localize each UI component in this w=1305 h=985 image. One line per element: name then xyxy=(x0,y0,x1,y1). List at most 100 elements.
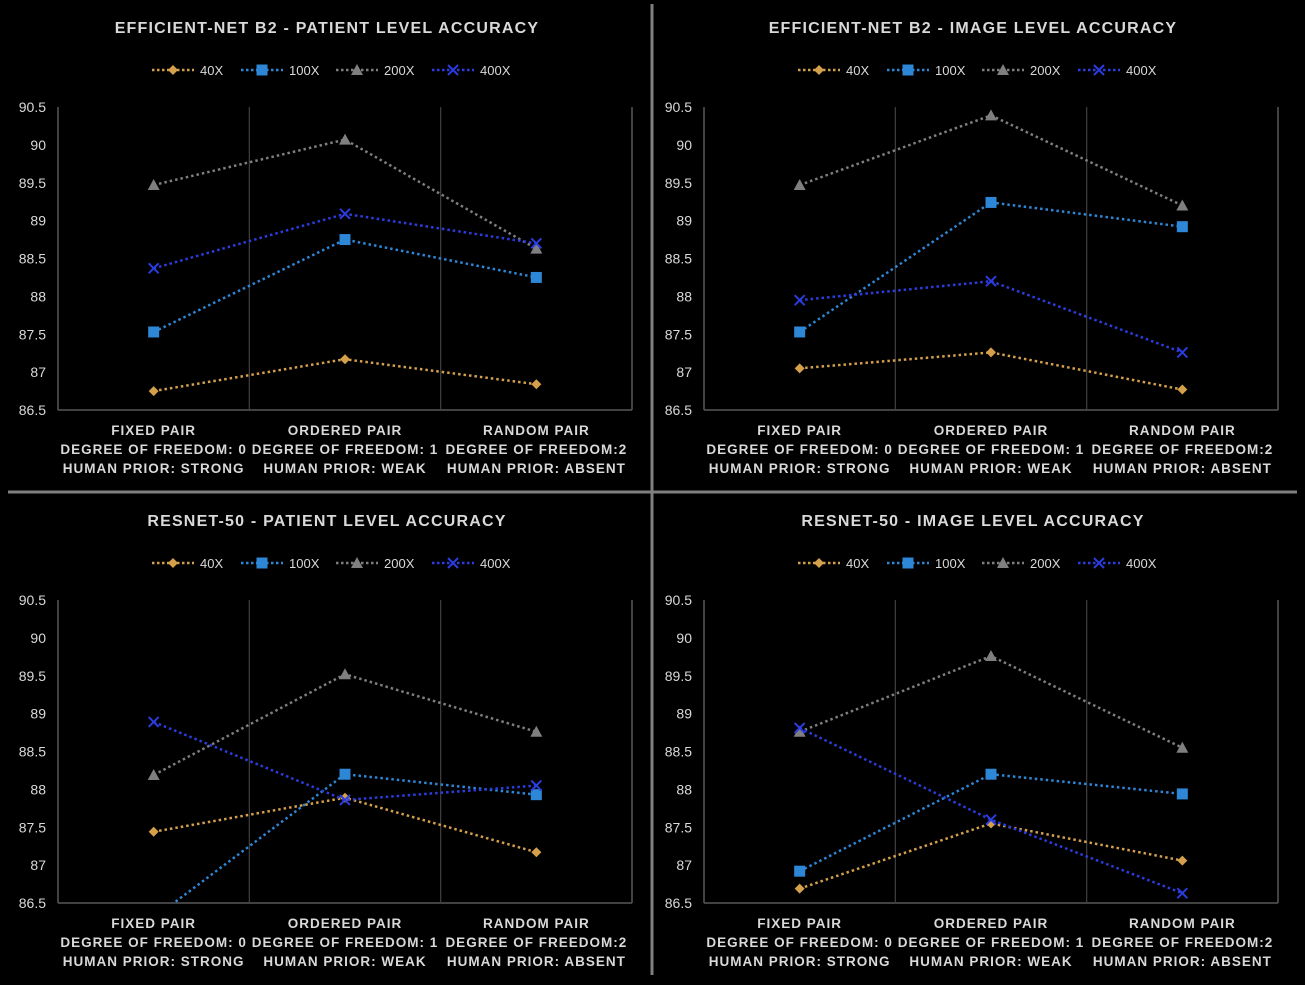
data-point xyxy=(793,722,806,734)
data-point xyxy=(985,768,997,780)
y-tick-label: 87 xyxy=(30,364,46,380)
series-400x xyxy=(147,716,543,806)
data-point xyxy=(147,262,160,275)
legend-entry: 40X xyxy=(152,63,223,78)
y-tick-label: 87 xyxy=(676,364,692,380)
y-tick-label: 88 xyxy=(30,288,46,304)
y-tick-label: 87.5 xyxy=(665,819,692,835)
data-point xyxy=(147,716,160,728)
data-point xyxy=(339,768,351,780)
chart-panel: RESNET-50 - IMAGE LEVEL ACCURACY 40X 100X 2… xyxy=(665,513,1279,969)
y-tick-label: 90.5 xyxy=(19,592,46,608)
data-point xyxy=(1176,788,1188,800)
series-200x xyxy=(147,668,543,780)
series-line xyxy=(799,279,1183,354)
y-tick-label: 90.5 xyxy=(665,592,692,608)
x-tick-label: RANDOM PAIR xyxy=(1129,916,1236,931)
legend-marker xyxy=(902,557,914,569)
x-tick-label: RANDOM PAIR xyxy=(1129,423,1236,438)
x-tick-label: ORDERED PAIR xyxy=(288,423,403,438)
x-tick-label: DEGREE OF FREEDOM: 0 xyxy=(60,442,247,457)
y-tick-label: 87.5 xyxy=(19,819,46,835)
legend-marker xyxy=(447,64,459,76)
data-point xyxy=(340,354,350,365)
y-tick-label: 88.5 xyxy=(665,251,692,267)
x-tick-label: ORDERED PAIR xyxy=(288,916,403,931)
legend-entry: 200X xyxy=(336,556,415,571)
data-point xyxy=(985,650,997,662)
y-tick-label: 89 xyxy=(676,213,692,229)
data-point xyxy=(531,847,542,858)
data-point xyxy=(339,794,351,806)
x-tick-label: HUMAN PRIOR: ABSENT xyxy=(447,461,626,476)
legend-label: 400X xyxy=(480,556,511,571)
data-point xyxy=(1176,221,1188,233)
plot-area xyxy=(147,133,543,397)
x-tick-label: DEGREE OF FREEDOM: 0 xyxy=(60,935,247,950)
chart-panel: EFFICIENT-NET B2 - PATIENT LEVEL ACCURAC… xyxy=(19,20,633,476)
y-tick-label: 88 xyxy=(676,288,692,304)
data-point xyxy=(339,208,351,220)
legend-marker xyxy=(902,64,914,76)
series-200x xyxy=(147,133,543,254)
legend-entry: 100X xyxy=(241,556,320,571)
legend-entry: 400X xyxy=(1078,63,1157,78)
legend-entry: 400X xyxy=(432,556,511,571)
x-tick-label: HUMAN PRIOR: STRONG xyxy=(709,954,891,969)
y-tick-label: 87.5 xyxy=(19,326,46,342)
x-tick-label: DEGREE OF FREEDOM:2 xyxy=(445,442,627,457)
legend-entry: 100X xyxy=(241,63,320,78)
series-line xyxy=(153,238,537,334)
plot-area xyxy=(793,109,1189,395)
data-point xyxy=(985,813,997,826)
chart-panel: RESNET-50 - PATIENT LEVEL ACCURACY 40X 100… xyxy=(19,513,633,969)
legend-label: 100X xyxy=(935,556,966,571)
legend-marker xyxy=(447,557,459,569)
y-tick-label: 89.5 xyxy=(665,175,692,191)
y-tick-label: 86.5 xyxy=(665,402,692,418)
data-point xyxy=(339,234,351,246)
chart-title: EFFICIENT-NET B2 - IMAGE LEVEL ACCURACY xyxy=(769,20,1178,37)
data-point xyxy=(530,789,542,801)
data-point xyxy=(985,109,997,121)
series-40x xyxy=(148,354,542,397)
series-100x xyxy=(171,768,542,903)
y-tick-label: 86.5 xyxy=(19,402,46,418)
legend-label: 200X xyxy=(1030,63,1061,78)
data-point xyxy=(339,133,351,145)
x-tick-label: RANDOM PAIR xyxy=(483,916,590,931)
legend-marker xyxy=(1093,557,1105,569)
series-line xyxy=(153,138,537,250)
legend-marker xyxy=(814,558,824,568)
data-point xyxy=(530,242,543,254)
series-400x xyxy=(147,208,543,275)
y-tick-label: 90.5 xyxy=(19,99,46,115)
series-line xyxy=(799,726,1183,895)
y-tick-label: 88 xyxy=(676,781,692,797)
legend-marker xyxy=(256,557,268,569)
data-point xyxy=(985,196,997,208)
y-tick-label: 89 xyxy=(30,706,46,722)
x-tick-label: HUMAN PRIOR: WEAK xyxy=(909,954,1072,969)
x-tick-label: DEGREE OF FREEDOM: 0 xyxy=(706,935,893,950)
legend-entry: 100X xyxy=(887,556,966,571)
x-tick-label: DEGREE OF FREEDOM:2 xyxy=(445,935,627,950)
data-point xyxy=(985,275,997,287)
series-200x xyxy=(793,109,1189,211)
chart-title: RESNET-50 - IMAGE LEVEL ACCURACY xyxy=(801,513,1144,530)
data-point xyxy=(794,865,806,877)
x-tick-label: HUMAN PRIOR: ABSENT xyxy=(1093,954,1272,969)
data-point xyxy=(794,363,805,374)
series-100x xyxy=(148,234,542,338)
legend-label: 400X xyxy=(1126,63,1157,78)
data-point xyxy=(793,725,806,737)
series-line xyxy=(153,672,537,777)
y-tick-label: 89.5 xyxy=(19,175,46,191)
x-tick-label: FIXED PAIR xyxy=(111,423,196,438)
legend-label: 40X xyxy=(200,63,223,78)
y-tick-label: 89 xyxy=(30,213,46,229)
legend-marker xyxy=(997,557,1009,568)
legend-entry: 40X xyxy=(152,556,223,571)
